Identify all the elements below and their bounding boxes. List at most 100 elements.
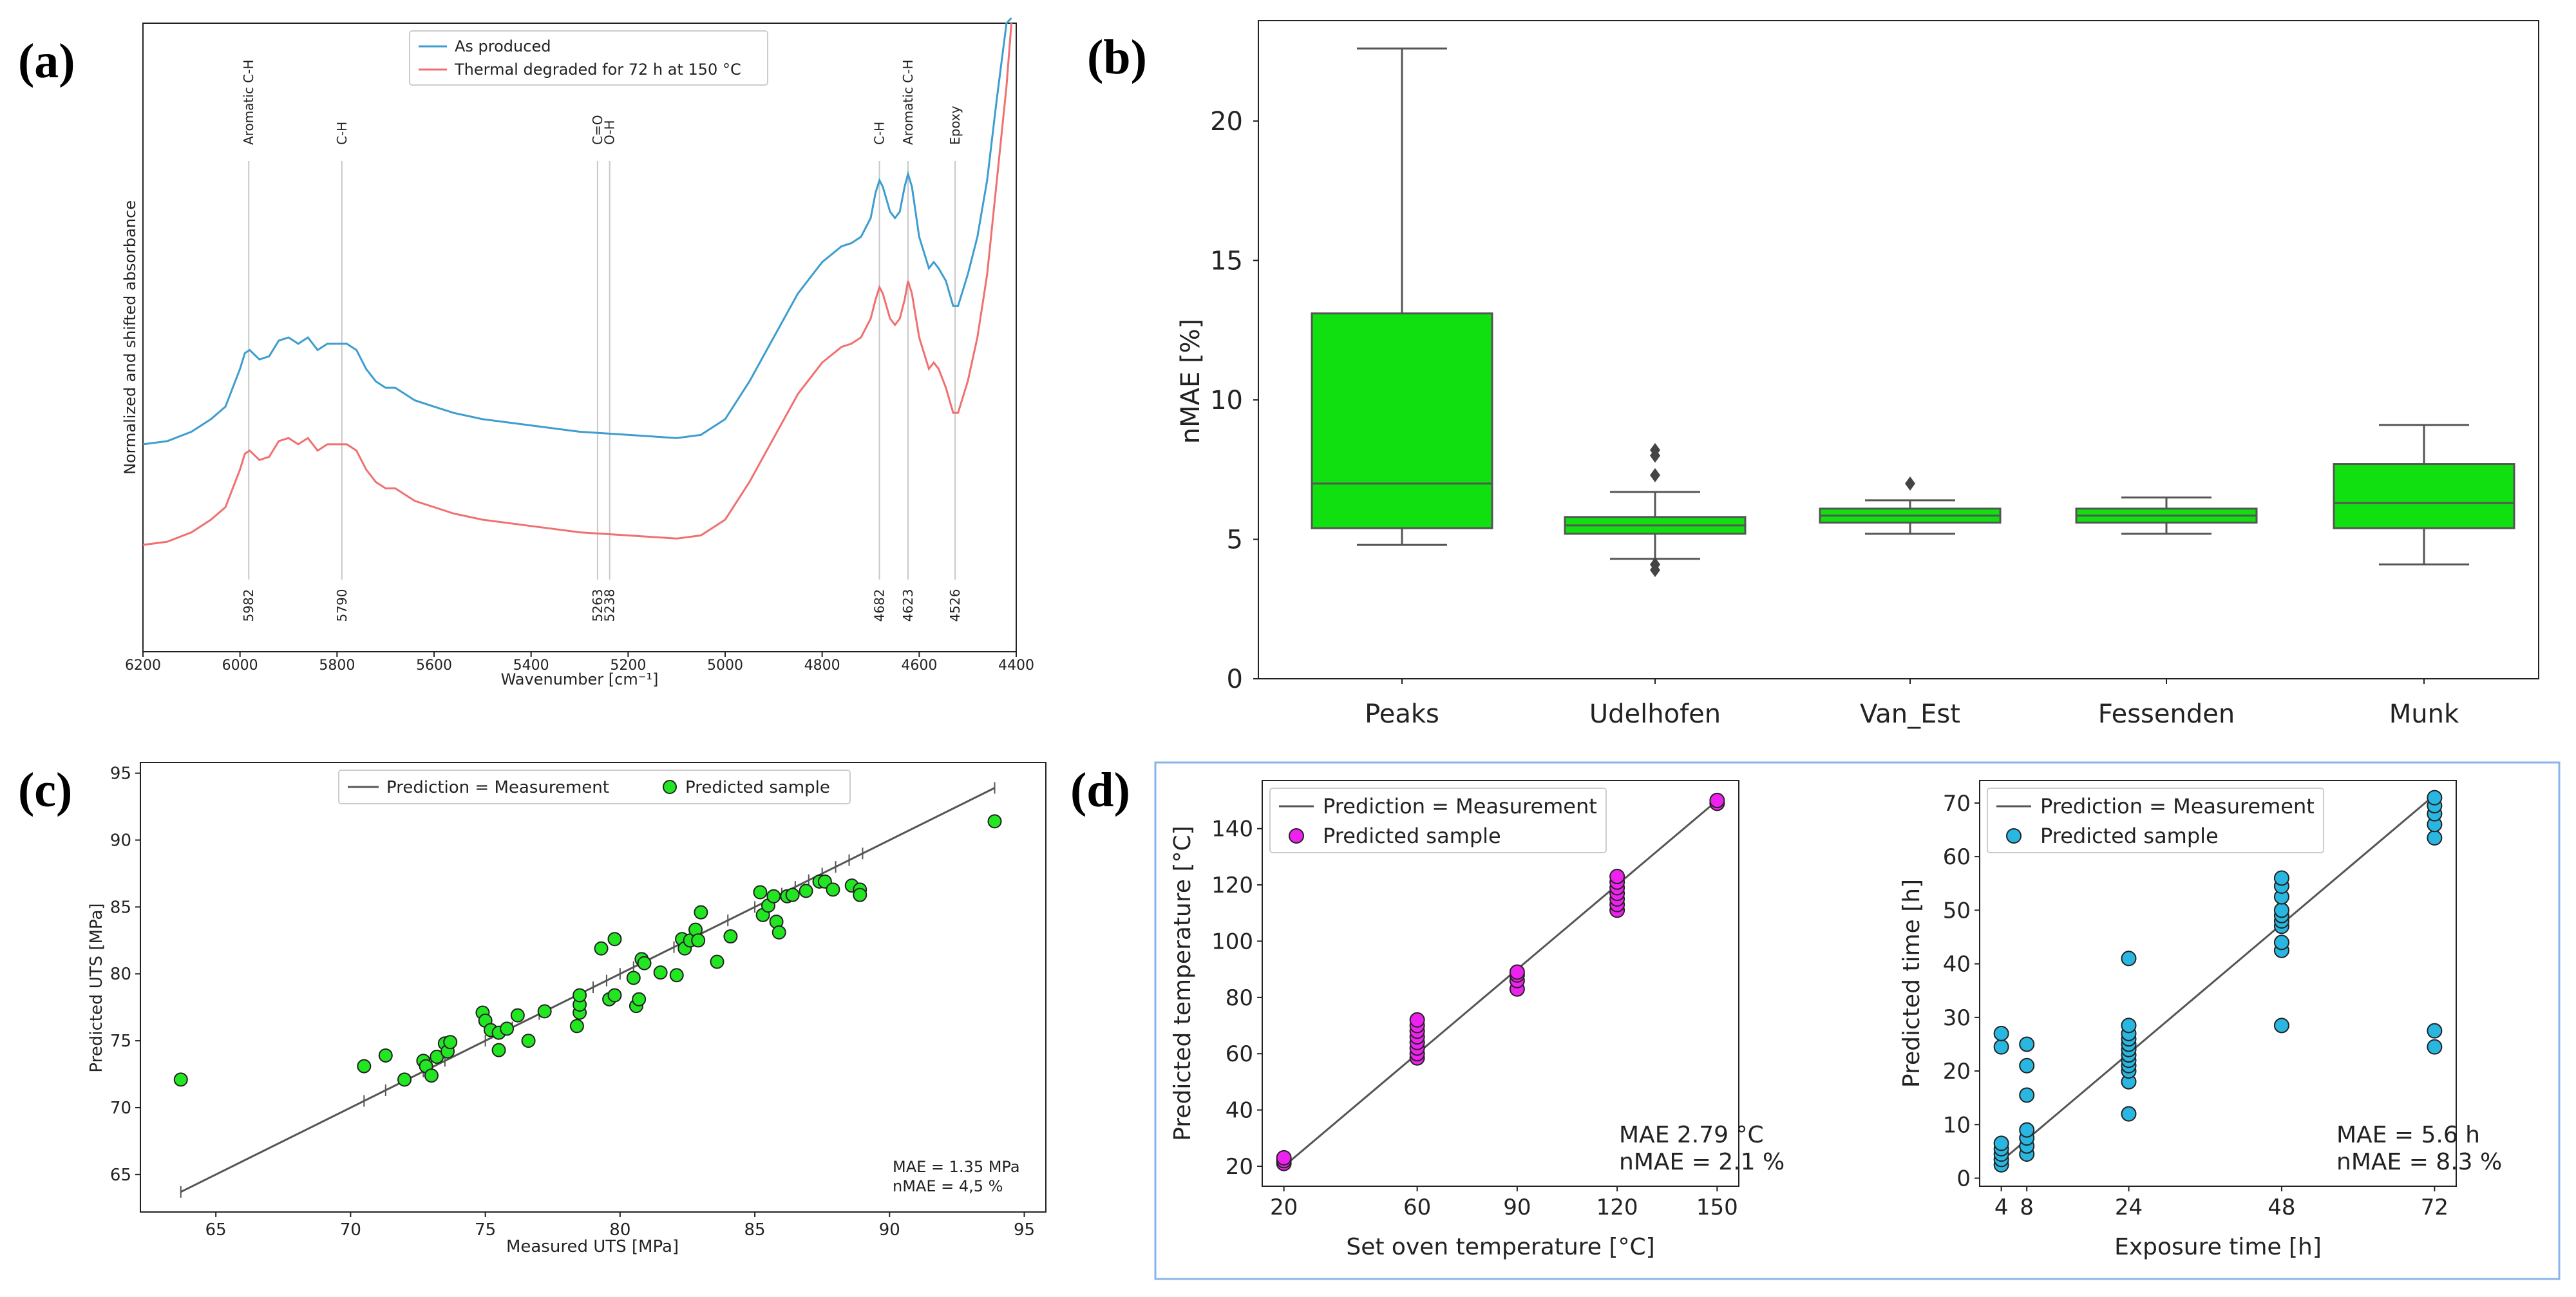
x-tick-label: 80 [609,1220,630,1240]
y-tick-label: 40 [1943,952,1971,978]
predicted-point [626,970,641,985]
x-tick-label: 5200 [610,658,646,674]
annotation-value: 5238 [602,589,618,622]
panel-c-stat-nmae: nMAE = 4,5 % [893,1177,1003,1195]
y-tick-label: 20 [1226,1154,1253,1180]
panel-d1-ticks: 20 60 90 120 150 20 40 60 80 100 120 140 [1211,817,1738,1220]
panel-d-frame [1154,761,2561,1280]
y-tick-label: 40 [1226,1098,1253,1124]
predicted-point [2121,951,2137,967]
x-tick-label: 4800 [804,658,840,674]
predicted-point [2019,1057,2035,1074]
x-tick-label: 20 [1270,1195,1298,1220]
x-tick-label: Fessenden [2098,699,2235,729]
panel-c-x-label: Measured UTS [MPa] [506,1237,679,1256]
panel-a: Aromatic C-H 5982 C-H 5790 C=O 5263 O-H 5238 C-H… [121,17,1034,688]
x-tick-label: 75 [475,1220,496,1240]
x-tick-label: 4 [1994,1195,2009,1220]
y-tick-label: 10 [1210,386,1243,415]
predicted-point [691,933,706,948]
panel-d2-stat-mae: MAE = 5.6 h [2336,1122,2480,1148]
x-tick-label: 5000 [707,658,743,674]
panel-d1-legend: Prediction = Measurement Predicted sampl… [1269,788,1607,853]
predicted-point [669,968,684,983]
panel-d1-stat-nmae: nMAE = 2.1 % [1619,1149,1785,1175]
predicted-point [491,1043,506,1057]
outlier-marker [1650,557,1660,572]
x-tick-label: 72 [2421,1195,2448,1220]
x-tick-label: 48 [2268,1195,2295,1220]
predicted-point [723,929,738,944]
predicted-point [710,954,724,969]
predicted-point [2273,1018,2289,1034]
panel-a-legend: As produced Thermal degraded for 72 h at… [409,30,768,86]
legend-label-line: Prediction = Measurement [2040,794,2315,819]
panel-d1-points [1276,793,1725,1171]
legend-swatch-point [1289,828,1304,844]
y-tick-label: 100 [1211,929,1253,954]
panel-a-axes [142,23,1017,652]
annotation-value: 4623 [900,589,916,622]
panel-a-legend-box [409,30,768,86]
panel-d1-x-label: Set oven temperature [°C] [1346,1234,1654,1260]
y-tick-label: 5 [1227,525,1243,554]
panel-d-time: 4 8 24 48 72 0 10 20 30 40 50 60 70 Exposure time [h… [1899,780,2502,1260]
box-peaks [1311,47,1493,546]
panel-d2-legend: Prediction = Measurement Predicted sampl… [1987,788,2324,853]
predicted-point [772,925,786,940]
y-tick-label: 0 [1956,1166,1971,1192]
panel-d-temperature: 20 60 90 120 150 20 40 60 80 100 120 140 Set oven t… [1170,780,1785,1260]
predicted-point [424,1068,439,1083]
annotation-label: Aromatic C-H [900,60,916,145]
predicted-point [500,1021,515,1036]
annotation-label: Aromatic C-H [241,60,256,145]
panel-a-series [142,17,1012,546]
predicted-point [607,988,622,1003]
predicted-point [2121,1106,2137,1122]
predicted-point [2019,1122,2035,1138]
predicted-point [2427,1023,2443,1039]
panel-d2-legend-box [1987,788,2324,853]
annotation-value: 4682 [872,589,887,622]
predicted-point [632,992,647,1007]
box-van-est [1819,476,2002,535]
y-tick-label: 30 [1943,1005,1971,1031]
panel-label-b: (b) [1087,30,1147,84]
outlier-marker [1650,468,1660,482]
x-tick-label: 60 [1403,1195,1431,1220]
y-tick-label: 80 [110,965,131,984]
y-tick-label: 0 [1227,665,1243,694]
predicted-point [653,965,668,980]
predicted-point [357,1059,372,1074]
box-iqr [2333,463,2515,529]
panel-b-boxes [1311,47,2515,578]
predicted-point [1993,1025,2009,1041]
legend-label-point: Predicted sample [1323,824,1501,848]
y-tick-label: 75 [110,1032,131,1051]
panel-c-stat-mae: MAE = 1.35 MPa [893,1158,1020,1176]
y-tick-label: 120 [1211,873,1253,898]
predicted-point [1709,793,1725,809]
x-tick-label: 8 [2020,1195,2034,1220]
series-line-degraded [142,23,1012,546]
x-tick-label: Peaks [1365,699,1439,729]
x-tick-label: 5400 [513,658,549,674]
legend-swatch-point [2006,828,2022,844]
x-tick-label: 150 [1696,1195,1738,1220]
predicted-point [510,1008,525,1023]
predicted-point [1509,964,1525,980]
x-tick-label: 85 [744,1220,766,1240]
predicted-point [637,956,652,970]
y-tick-label: 95 [110,764,131,784]
y-tick-label: 10 [1943,1112,1971,1138]
panel-c-points [173,814,1002,1087]
panel-b-x-ticks: Peaks Udelhofen Van_Est Fessenden Munk [1365,679,2459,729]
box-fessenden [2075,497,2258,535]
identity-line [180,787,996,1193]
panel-d1-identity-line [1283,799,1718,1168]
predicted-point [1993,1135,2009,1151]
x-tick-label: 4600 [901,658,937,674]
panel-d2-identity-line [2000,794,2436,1162]
legend-swatch-point [663,780,677,794]
